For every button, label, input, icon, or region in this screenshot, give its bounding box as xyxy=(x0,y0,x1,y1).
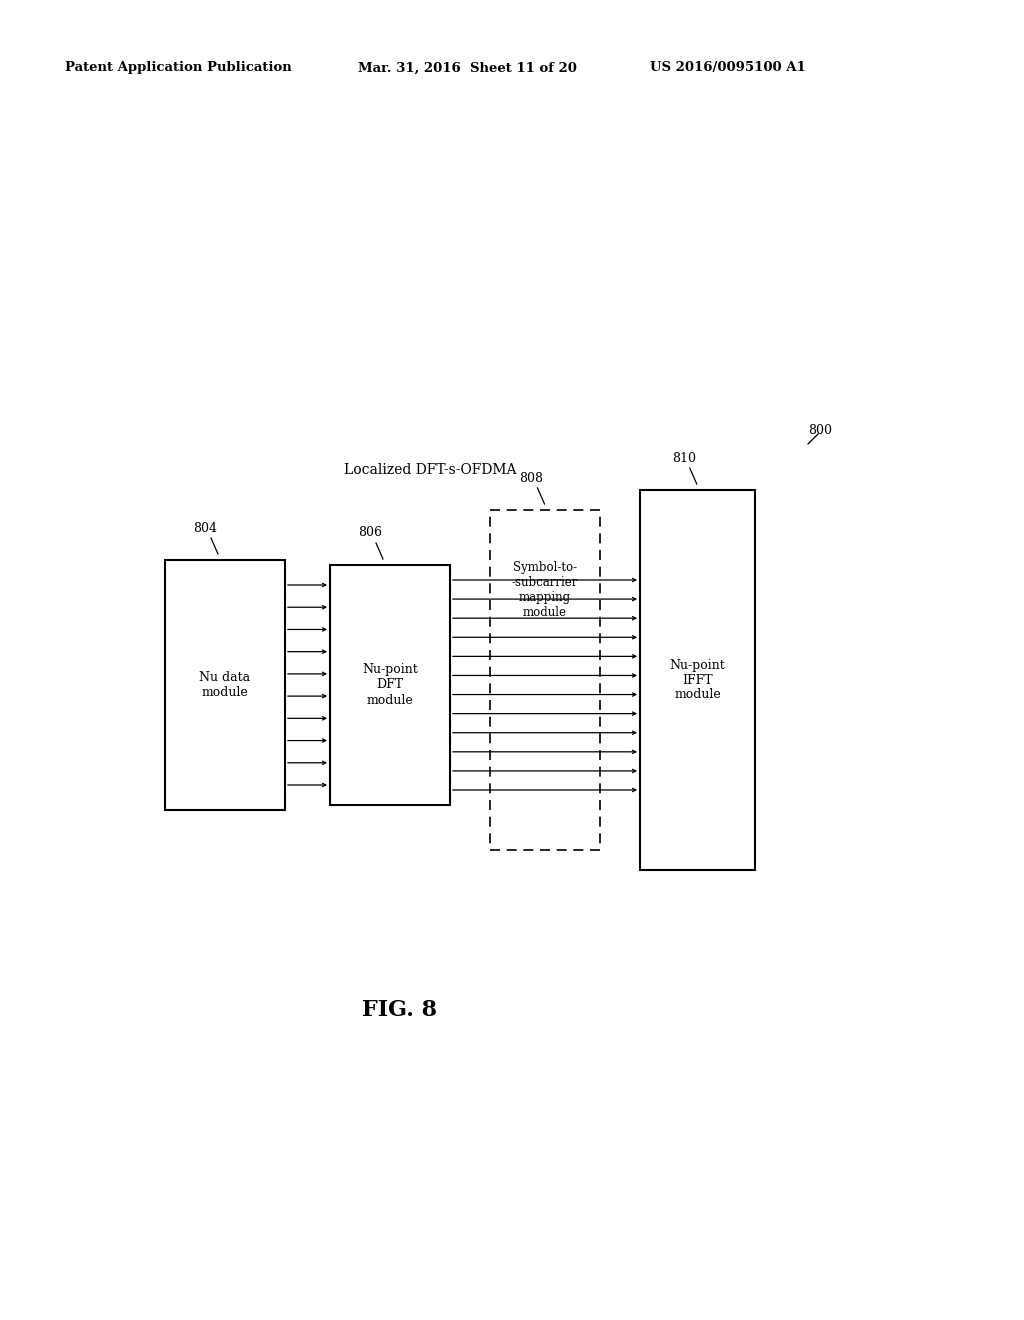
Text: 800: 800 xyxy=(808,424,831,437)
Text: Nu-point
IFFT
module: Nu-point IFFT module xyxy=(670,659,725,701)
Text: Symbol-to-
-subcarrier
mapping
module: Symbol-to- -subcarrier mapping module xyxy=(512,561,579,619)
Text: US 2016/0095100 A1: US 2016/0095100 A1 xyxy=(650,62,806,74)
Bar xyxy=(490,510,600,850)
Text: Nu data
module: Nu data module xyxy=(200,671,251,700)
Text: 808: 808 xyxy=(519,471,544,484)
Text: Localized DFT-s-OFDMA: Localized DFT-s-OFDMA xyxy=(344,463,516,477)
Text: Mar. 31, 2016  Sheet 11 of 20: Mar. 31, 2016 Sheet 11 of 20 xyxy=(358,62,577,74)
Bar xyxy=(165,560,285,810)
Text: 810: 810 xyxy=(672,451,695,465)
Bar xyxy=(330,565,450,805)
Text: 806: 806 xyxy=(358,527,382,540)
Text: Nu-point
DFT
module: Nu-point DFT module xyxy=(362,664,418,706)
Text: 804: 804 xyxy=(193,521,217,535)
Text: Patent Application Publication: Patent Application Publication xyxy=(65,62,292,74)
Text: FIG. 8: FIG. 8 xyxy=(362,999,437,1020)
Bar xyxy=(640,490,755,870)
